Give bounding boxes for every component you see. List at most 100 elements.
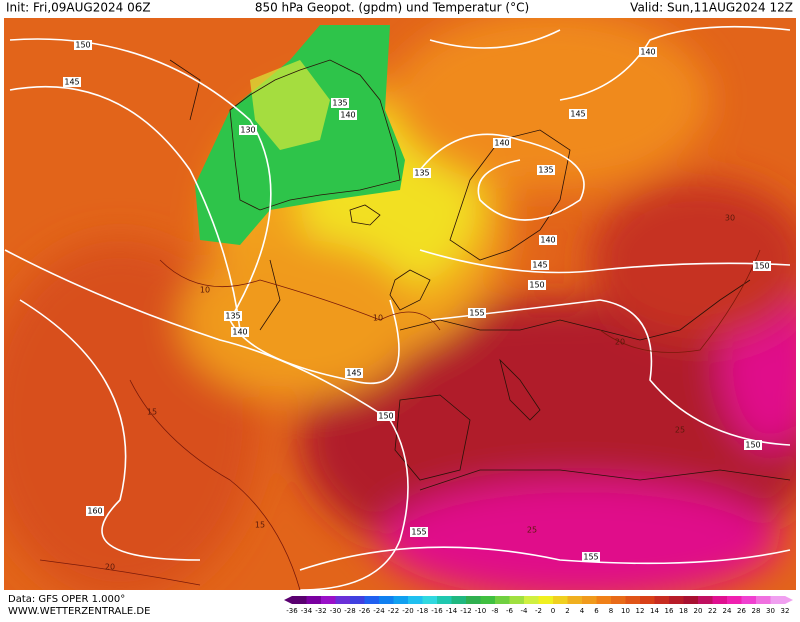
geopotential-label: 140: [640, 48, 655, 57]
temperature-label: 20: [615, 338, 625, 347]
valid-time: Valid: Sun,11AUG2024 12Z: [630, 1, 793, 15]
colorbar-segment: [596, 596, 612, 604]
colorbar-label: 32: [781, 607, 790, 615]
colorbar-label: 20: [694, 607, 703, 615]
geopotential-label: 140: [232, 328, 247, 337]
colorbar-label: 2: [565, 607, 569, 615]
geopotential-label: 135: [332, 99, 347, 108]
colorbar-segment: [509, 596, 525, 604]
colorbar-segment: [669, 596, 684, 604]
contour-label-box: [331, 98, 349, 108]
colorbar-segment: [567, 596, 583, 604]
geopotential-label: 130: [240, 126, 255, 135]
colorbar-segment: [727, 596, 742, 604]
colorbar: -36 -34 -32 -30 -28 -26 -24 -22 -20 -18 -16 -14 -12-…: [284, 596, 793, 615]
colorbar-segment: [683, 596, 699, 604]
contour-label-box: [410, 527, 428, 537]
geopotential-label: 135: [414, 169, 429, 178]
colorbar-segment: [466, 596, 481, 604]
contour-label-box: [753, 261, 771, 271]
contour-label-box: [339, 110, 357, 120]
contour-label-box: [239, 125, 257, 135]
contour-label-box: [468, 308, 486, 318]
colorbar-segment: [611, 596, 626, 604]
geopotential-label: 160: [87, 507, 102, 516]
colorbar-segment: [422, 596, 438, 604]
data-source: Data: GFS OPER 1.000°: [8, 594, 125, 605]
contour-label-box: [539, 235, 557, 245]
geopotential-label: 155: [411, 528, 426, 537]
temperature-label: 20: [105, 563, 115, 572]
colorbar-arrow-left: [284, 596, 292, 604]
coastlines: [169, 59, 791, 491]
temperature-label: 30: [725, 214, 735, 223]
colorbar-segment: [640, 596, 655, 604]
geopotential-label: 145: [64, 78, 79, 87]
colorbar-segment: [321, 596, 336, 604]
colorbar-label: -20: [402, 607, 413, 615]
geopotential-label: 145: [532, 261, 547, 270]
colorbar-label: -26: [359, 607, 371, 615]
contour-labels: 150 145 130 135 140 135 140 135 145 140 140 145 150 1…: [63, 40, 771, 572]
colorbar-segment: [350, 596, 365, 604]
colorbar-label: 28: [752, 607, 761, 615]
colorbar-label: -10: [475, 607, 486, 615]
colorbar-segment: [553, 596, 568, 604]
contour-label-box: [377, 411, 395, 421]
colorbar-segment: [582, 596, 597, 604]
contour-label-box: [493, 138, 511, 148]
colorbar-label: -22: [388, 607, 399, 615]
contour-label-box: [345, 368, 363, 378]
colorbar-segment: [654, 596, 670, 604]
geopotential-label: 135: [538, 166, 553, 175]
colorbar-label: 26: [737, 607, 746, 615]
geopotential-label: 135: [225, 312, 240, 321]
colorbar-label: -2: [535, 607, 542, 615]
colorbar-label: 8: [609, 607, 613, 615]
temperature-label: 15: [255, 521, 265, 530]
colorbar-label: -36: [286, 607, 298, 615]
temperature-label: 25: [527, 526, 537, 535]
geopotential-label: 145: [570, 110, 585, 119]
contour-label-box: [63, 77, 81, 87]
colorbar-label: -14: [446, 607, 458, 615]
geopotential-label: 155: [583, 553, 598, 562]
colorbar-segment: [756, 596, 771, 604]
colorbar-label: 4: [580, 607, 585, 615]
contour-label-box: [86, 506, 104, 516]
geopotential-label: 150: [529, 281, 544, 290]
colorbar-label: -30: [330, 607, 341, 615]
isotherms: [39, 249, 761, 590]
colorbar-label: 22: [708, 607, 717, 615]
contour-label-box: [74, 40, 92, 50]
contour-label-box: [531, 260, 549, 270]
geopotential-label: 145: [346, 369, 361, 378]
colorbar-segment: [712, 596, 728, 604]
colorbar-label: -18: [417, 607, 428, 615]
geopotential-label: 150: [378, 412, 393, 421]
temperature-label: 10: [200, 286, 210, 295]
colorbar-segment: [408, 596, 423, 604]
map-field: [4, 18, 796, 590]
colorbar-label: 0: [551, 607, 555, 615]
colorbar-segment: [741, 596, 757, 604]
geopotential-label: 150: [754, 262, 769, 271]
colorbar-segment: [538, 596, 554, 604]
colorbar-segment: [698, 596, 713, 604]
map-title: 850 hPa Geopot. (gpdm) und Temperatur (°…: [255, 1, 529, 15]
colorbar-label: 30: [766, 607, 775, 615]
colorbar-segment: [480, 596, 496, 604]
colorbar-label: -8: [492, 607, 499, 615]
geopotential-label: 150: [745, 441, 760, 450]
contour-label-box: [413, 168, 431, 178]
contour-label-box: [224, 311, 242, 321]
colorbar-segment: [292, 596, 307, 604]
contour-label-box: [639, 47, 657, 57]
colorbar-arrow-right: [785, 596, 793, 604]
colorbar-label: 16: [665, 607, 674, 615]
colorbar-segment: [770, 596, 786, 604]
colorbar-segment: [364, 596, 380, 604]
colorbar-segment: [335, 596, 351, 604]
colorbar-segment: [524, 596, 539, 604]
colorbar-segment: [437, 596, 452, 604]
